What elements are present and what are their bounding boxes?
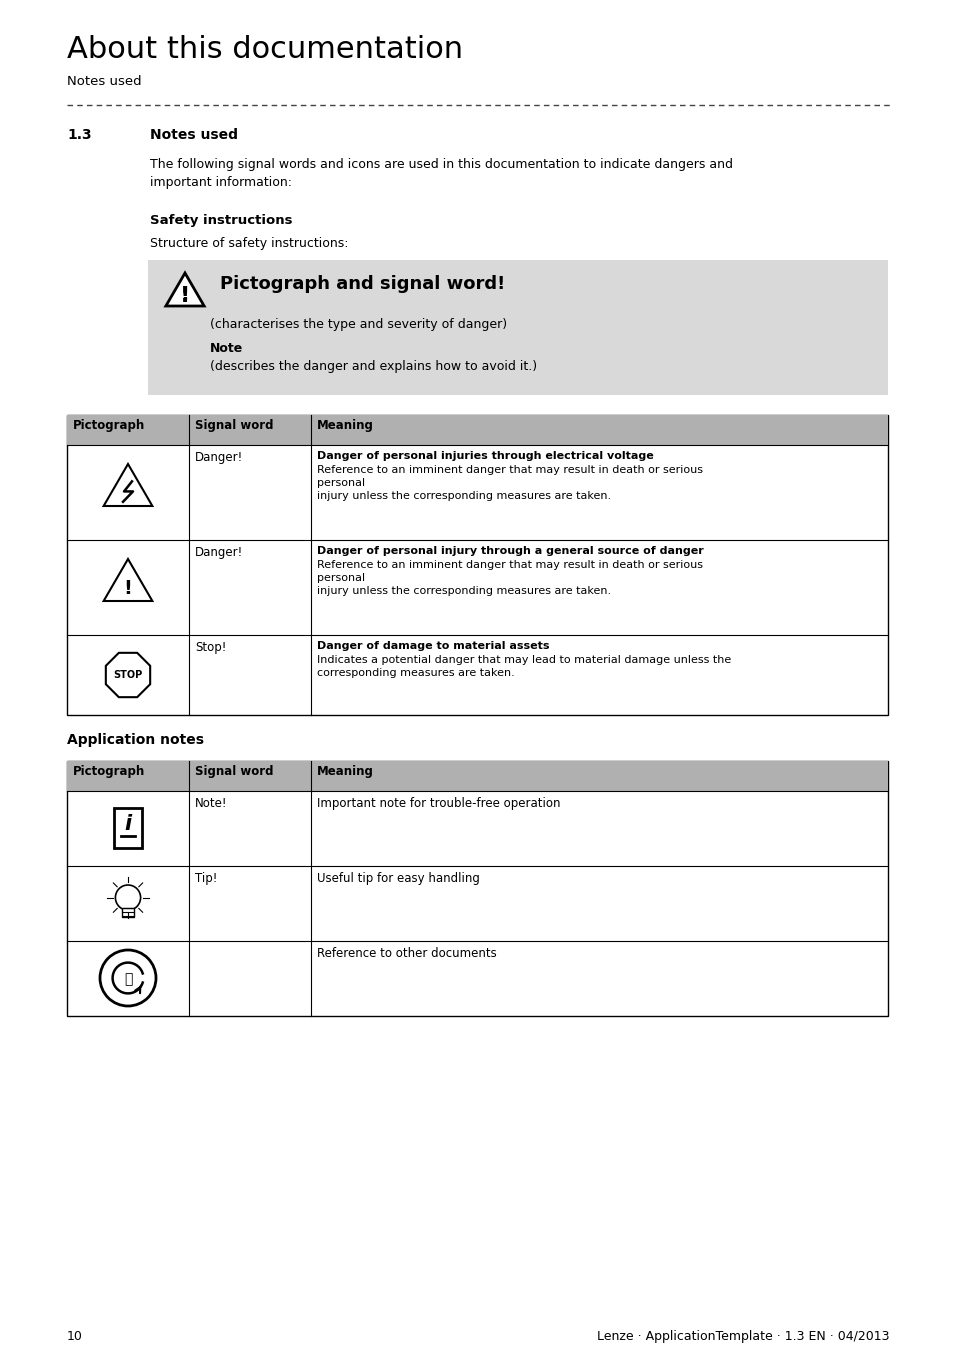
- Bar: [122, 907, 134, 918]
- Polygon shape: [166, 273, 204, 306]
- Text: STOP: STOP: [113, 670, 143, 680]
- Text: Danger!: Danger!: [194, 545, 243, 559]
- Polygon shape: [104, 464, 152, 506]
- Circle shape: [100, 950, 156, 1006]
- Polygon shape: [106, 653, 150, 697]
- Text: Tip!: Tip!: [194, 872, 217, 886]
- Text: Danger!: Danger!: [194, 451, 243, 464]
- Text: Pictograph: Pictograph: [73, 418, 145, 432]
- Text: Reference to an imminent danger that may result in death or serious
personal
inj: Reference to an imminent danger that may…: [316, 464, 702, 501]
- Text: Reference to an imminent danger that may result in death or serious
personal
inj: Reference to an imminent danger that may…: [316, 560, 702, 597]
- Text: Danger of damage to material assets: Danger of damage to material assets: [316, 641, 549, 651]
- Text: 👤: 👤: [124, 972, 132, 987]
- Text: Reference to other documents: Reference to other documents: [316, 946, 497, 960]
- Text: Application notes: Application notes: [67, 733, 204, 747]
- Text: The following signal words and icons are used in this documentation to indicate : The following signal words and icons are…: [150, 158, 732, 189]
- Text: About this documentation: About this documentation: [67, 35, 462, 63]
- Text: (characterises the type and severity of danger): (characterises the type and severity of …: [210, 319, 507, 331]
- Text: Pictograph: Pictograph: [73, 765, 145, 778]
- Text: Meaning: Meaning: [316, 418, 374, 432]
- Text: i: i: [124, 814, 132, 833]
- Polygon shape: [104, 559, 152, 601]
- Bar: [67, 414, 887, 716]
- Bar: [113, 809, 142, 848]
- Text: Lenze · ApplicationTemplate · 1.3 EN · 04/2013: Lenze · ApplicationTemplate · 1.3 EN · 0…: [597, 1330, 889, 1343]
- Bar: [67, 761, 887, 1017]
- Text: Useful tip for easy handling: Useful tip for easy handling: [316, 872, 479, 886]
- Text: Signal word: Signal word: [194, 765, 274, 778]
- Text: Important note for trouble-free operation: Important note for trouble-free operatio…: [316, 796, 560, 810]
- Text: !: !: [180, 286, 190, 306]
- Text: Notes used: Notes used: [150, 128, 237, 142]
- Text: (describes the danger and explains how to avoid it.): (describes the danger and explains how t…: [210, 360, 537, 373]
- Text: Danger of personal injuries through electrical voltage: Danger of personal injuries through elec…: [316, 451, 653, 460]
- Text: Note!: Note!: [194, 796, 227, 810]
- Text: Note: Note: [210, 342, 243, 355]
- Bar: [67, 761, 887, 791]
- Text: Safety instructions: Safety instructions: [150, 215, 293, 227]
- Text: Meaning: Meaning: [316, 765, 374, 778]
- Text: !: !: [124, 579, 132, 598]
- Text: !: !: [180, 285, 190, 305]
- Text: Signal word: Signal word: [194, 418, 274, 432]
- Text: Structure of safety instructions:: Structure of safety instructions:: [150, 238, 348, 250]
- Text: 10: 10: [67, 1330, 83, 1343]
- Text: Stop!: Stop!: [194, 641, 226, 653]
- Text: Notes used: Notes used: [67, 76, 141, 88]
- Text: Danger of personal injury through a general source of danger: Danger of personal injury through a gene…: [316, 545, 703, 556]
- Circle shape: [115, 886, 140, 910]
- Text: Indicates a potential danger that may lead to material damage unless the
corresp: Indicates a potential danger that may le…: [316, 655, 731, 678]
- Text: 1.3: 1.3: [67, 128, 91, 142]
- Bar: [67, 414, 887, 446]
- Bar: [148, 261, 887, 396]
- Text: Pictograph and signal word!: Pictograph and signal word!: [220, 275, 505, 293]
